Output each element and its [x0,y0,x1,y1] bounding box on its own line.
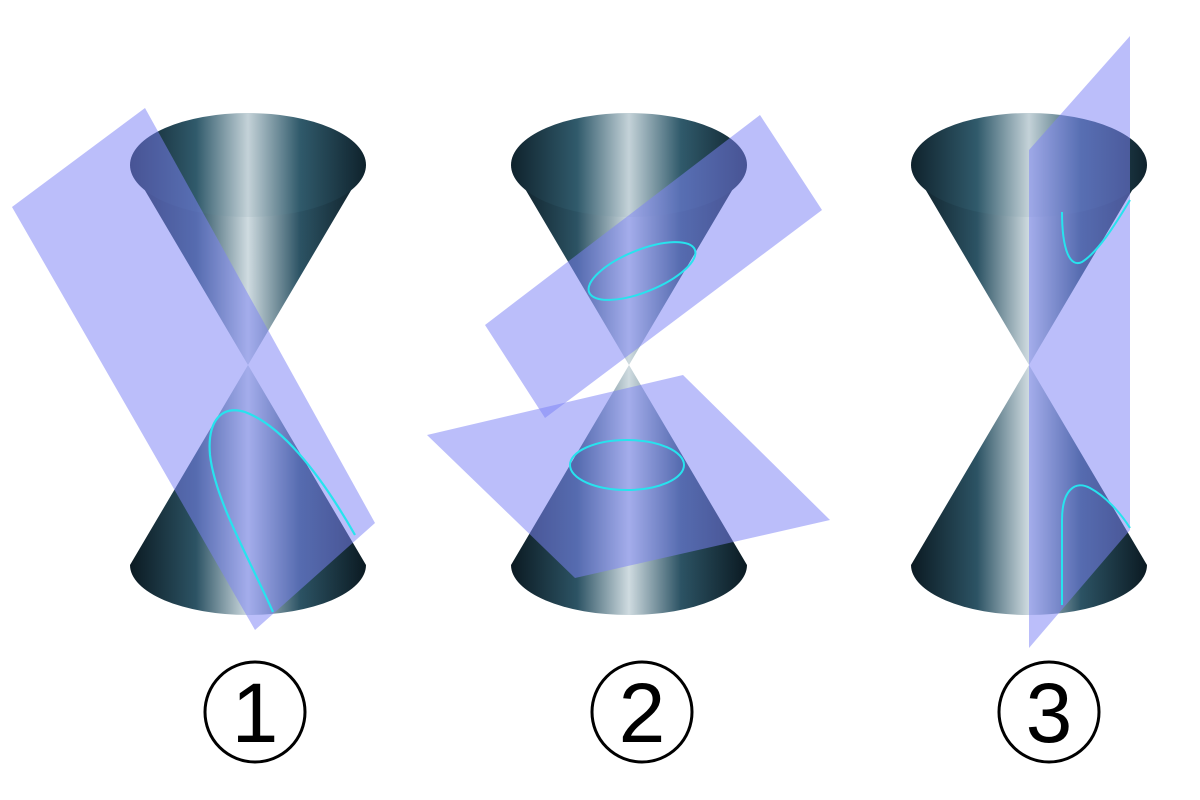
cutting-plane-3 [1029,36,1130,648]
hyperbola-upper-branch [1061,199,1131,265]
hyperbola-lower-branch [1061,484,1131,605]
panel-1 [12,108,375,630]
cutting-plane-2-horizontal [427,375,830,578]
label-3: 3 [997,660,1101,764]
label-1-text: 1 [232,666,279,760]
label-2-text: 2 [619,666,666,760]
label-3-text: 3 [1026,666,1073,760]
label-2-circle [590,660,694,764]
cutting-plane-1 [12,108,375,630]
panel-3 [911,36,1147,648]
ellipse-curve [587,241,697,301]
label-2: 2 [590,660,694,764]
panel-2 [427,113,830,615]
label-1-circle [203,660,307,764]
label-3-circle [997,660,1101,764]
cutting-plane-2-tilted [485,115,822,418]
circle-curve [569,439,685,491]
label-1: 1 [203,660,307,764]
parabola-curve [208,409,356,613]
